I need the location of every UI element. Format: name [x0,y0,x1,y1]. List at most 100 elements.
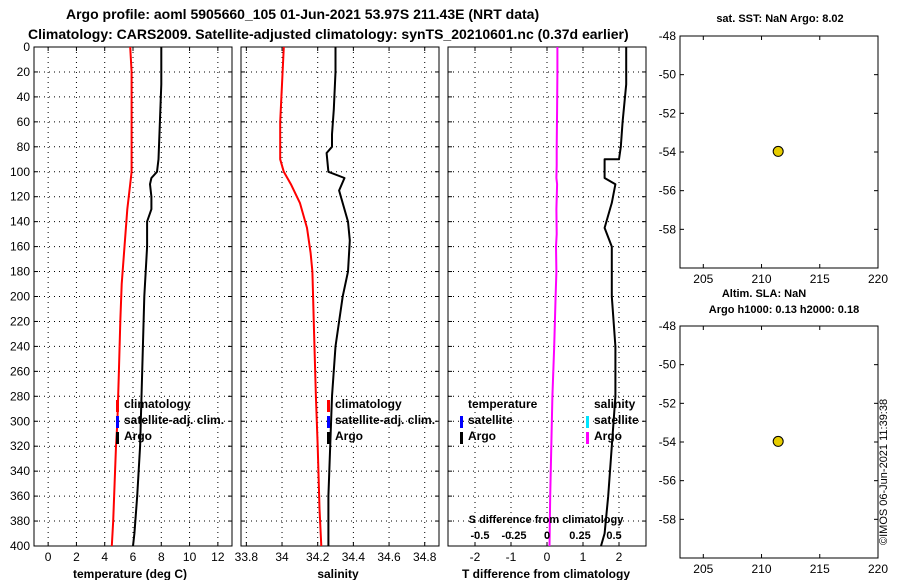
y-tick-label: -48 [659,29,677,43]
x-tick-label: 34.8 [413,550,437,564]
x-tick-label: -2 [470,550,481,564]
y-tick-label: 40 [17,90,31,104]
figure-title-line2: Climatology: CARS2009. Satellite-adjuste… [28,26,629,42]
x-tick-label: 34.6 [377,550,401,564]
legend-satellite-label: satellite-adj. clim. [335,413,435,427]
s-difference-label: S difference from climatology [469,514,625,526]
temperature-legend: climatology satellite-adj. clim. Argo [116,397,224,444]
x-tick-label: 215 [810,562,830,576]
legend-satellite-swatch [116,416,119,428]
difference-plot: -2 -1 0 1 2 [447,46,647,564]
y-tick-label: 260 [10,364,30,378]
legend-argo-swatch [327,432,330,444]
legend-satellite-swatch [327,416,330,428]
legend-climatology-label: climatology [124,397,191,411]
y-tick-label: 60 [17,115,31,129]
legend-s-argo-swatch [586,432,589,444]
y-tick-label: 280 [10,389,30,403]
legend-s-satellite-swatch [586,416,589,428]
sla_map-plot: -48 -50 -52 -54 -56 -58 205 210 215 220 [659,319,889,576]
y-tick-label: -50 [659,358,677,372]
y-tick-label: 180 [10,265,30,279]
argo-position-marker [772,435,784,447]
y-tick-label: -48 [659,319,677,333]
legend-s-argo-label: Argo [594,429,622,443]
y-tick-label: 140 [10,215,30,229]
x-tick-label: 2 [73,550,80,564]
x-tick-label: 220 [868,562,888,576]
s-tick: -0.5 [471,530,490,542]
s-tick: 0.25 [569,530,590,542]
legend-satellite-label: satellite-adj. clim. [124,413,224,427]
argo-position-marker [772,145,784,157]
plot-frame [33,46,233,547]
difference-xlabel: T difference from climatology [462,567,630,580]
legend-climatology-swatch [116,400,119,412]
series-line-argo [325,47,351,546]
s-tick: -0.25 [501,530,526,542]
x-tick-label: 0 [45,550,52,564]
y-tick-label: 20 [17,65,31,79]
temperature-plot: 0204060801001201401601802002202402602803… [10,40,233,564]
y-tick-label: -54 [659,145,677,159]
y-tick-label: 160 [10,240,30,254]
series-line-climatology [110,46,133,547]
y-tick-label: 300 [10,414,30,428]
figure-title-line1: Argo profile: aoml 5905660_105 01-Jun-20… [66,6,539,22]
legend-t-argo-label: Argo [468,429,496,443]
salinity-xlabel: salinity [317,567,359,580]
salinity-panel: salinity climatology satellite-adj. clim… [317,397,435,580]
sst_map-plot: -48 -50 -52 -54 -56 -58 205 210 215 220 [659,29,889,286]
sla-map-subtitle: Argo h1000: 0.13 h2000: 0.18 [709,304,859,316]
y-tick-label: 120 [10,190,30,204]
x-tick-label: 6 [130,550,137,564]
x-tick-label: 8 [158,550,165,564]
y-tick-label: 360 [10,489,30,503]
y-tick-label: 80 [17,140,31,154]
x-tick-label: -1 [506,550,517,564]
series-line-argo [132,47,163,547]
y-tick-label: 380 [10,514,30,528]
y-tick-label: -56 [659,474,677,488]
legend-t-satellite-swatch [460,416,463,428]
x-tick-label: 210 [752,562,772,576]
y-tick-label: -58 [659,222,677,236]
legend-s-satellite-label: satellite [594,413,639,427]
temperature-diff-legend: temperature satellite Argo [460,397,538,444]
x-tick-label: 4 [101,550,108,564]
s-tick: 0 [544,530,550,542]
x-tick-label: 12 [211,550,225,564]
plot-frame [447,46,647,547]
legend-t-satellite-label: satellite [468,413,513,427]
difference-panel: T difference from climatology S differen… [460,397,639,580]
x-tick-label: 215 [810,272,830,286]
plot-frame [240,46,440,547]
temperature-xlabel: temperature (deg C) [73,567,187,580]
x-tick-label: 34.2 [306,550,330,564]
y-tick-label: -52 [659,396,677,410]
sla-map-title: Altim. SLA: NaN [722,288,806,300]
x-tick-label: 2 [616,550,623,564]
salinity-plot: 33.8 34 34.2 34.4 34.6 34.8 [235,46,440,564]
legend-argo-label: Argo [335,429,363,443]
x-tick-label: 10 [183,550,197,564]
legend-temperature-title: temperature [468,397,538,411]
legend-argo-label: Argo [124,429,152,443]
sst-map-title: sat. SST: NaN Argo: 8.02 [716,13,843,25]
y-tick-label: -52 [659,106,677,120]
x-tick-label: 205 [693,562,713,576]
copyright-timestamp: ©IMOS 06-Jun-2021 11:39:38 [878,399,890,545]
x-tick-label: 205 [693,272,713,286]
y-tick-label: 340 [10,464,30,478]
s-tick: 0.5 [606,530,621,542]
y-tick-label: 200 [10,290,30,304]
series-line-s-diff--argo- [548,47,559,547]
legend-argo-swatch [116,432,119,444]
y-tick-label: -54 [659,435,677,449]
y-tick-label: 240 [10,339,30,353]
y-tick-label: -56 [659,184,677,198]
x-tick-label: 33.8 [235,550,259,564]
x-tick-label: 1 [580,550,587,564]
s-difference-ticks: -0.5 -0.25 0 0.25 0.5 [471,530,622,542]
